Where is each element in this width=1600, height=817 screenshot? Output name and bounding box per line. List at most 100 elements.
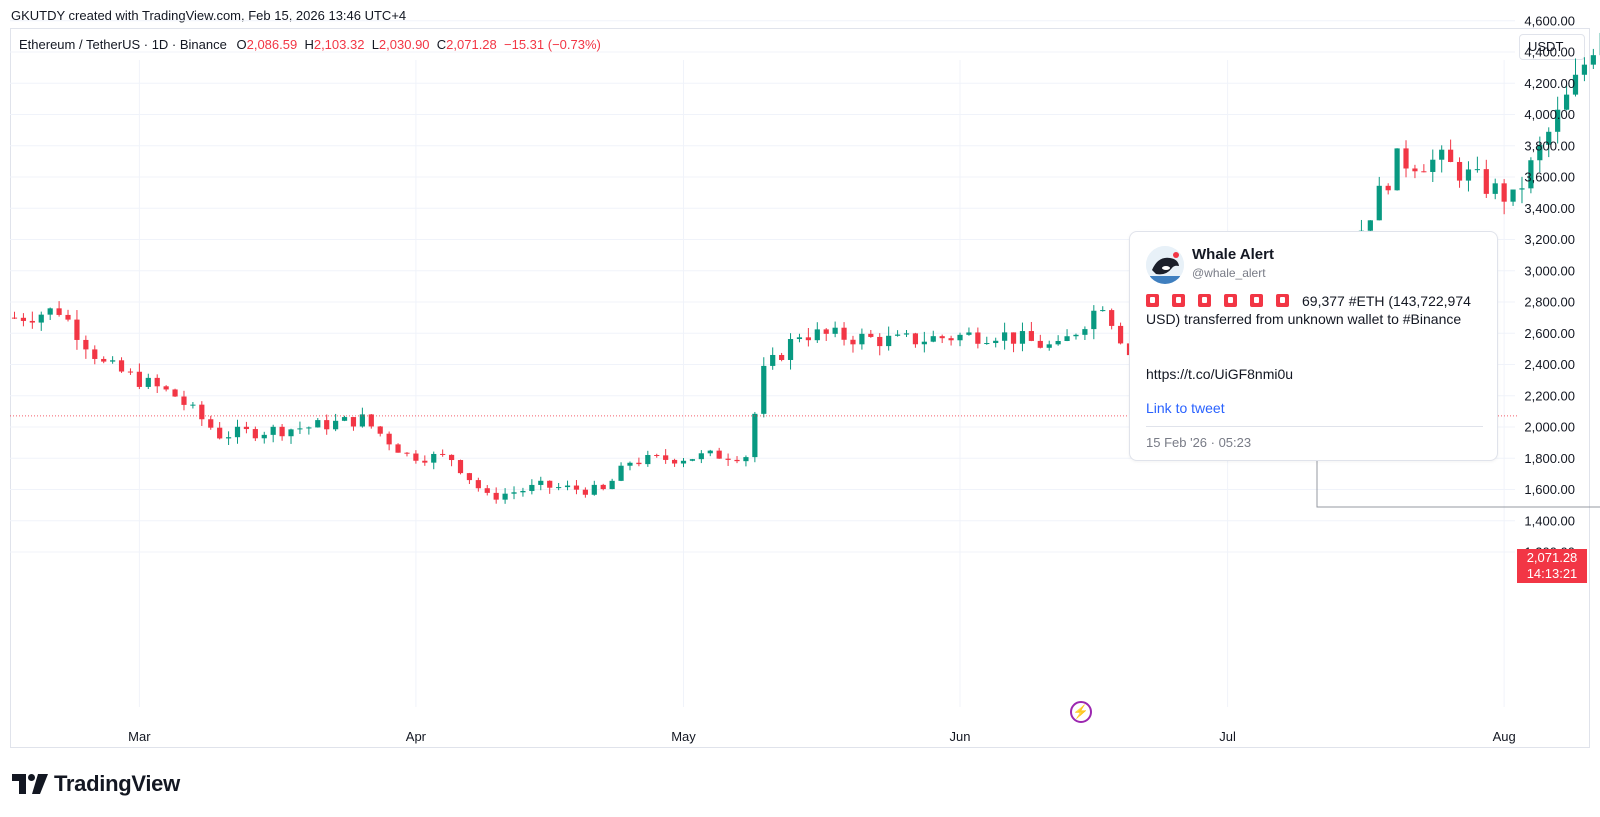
candle-body xyxy=(1028,331,1034,341)
candle-body xyxy=(850,339,856,345)
candle xyxy=(663,449,669,464)
candle-body xyxy=(1037,340,1043,348)
tweet-link[interactable]: Link to tweet xyxy=(1146,400,1225,416)
candle xyxy=(279,424,285,441)
y-tick-label: 4,200.00 xyxy=(1524,76,1575,91)
candle-body xyxy=(743,457,749,462)
candle xyxy=(805,328,811,347)
candle-body xyxy=(163,386,169,390)
candle-body xyxy=(154,377,160,387)
candle-body xyxy=(859,333,865,345)
candle xyxy=(404,452,410,457)
candle xyxy=(1492,178,1498,200)
candle-body xyxy=(796,337,803,340)
candle-body xyxy=(1501,183,1507,202)
candle xyxy=(83,335,89,359)
candle-body xyxy=(770,354,776,366)
candle xyxy=(1581,57,1588,82)
candle xyxy=(770,347,776,370)
candle-body xyxy=(484,488,490,493)
lightning-event-icon[interactable]: ⚡ xyxy=(1070,701,1092,723)
candle xyxy=(1019,322,1026,352)
x-tick-label: Jun xyxy=(950,729,971,744)
candle xyxy=(1563,85,1570,111)
candle xyxy=(181,390,187,411)
candle-body xyxy=(1555,109,1561,132)
candle-body xyxy=(761,365,767,414)
currency-button[interactable]: USDT xyxy=(1519,34,1585,60)
candle-body xyxy=(457,460,464,474)
candle-body xyxy=(912,333,919,345)
candle-body xyxy=(814,329,820,341)
candle-body xyxy=(1412,168,1418,172)
candle xyxy=(734,456,740,464)
candle-body xyxy=(279,426,285,437)
tradingview-logo: TradingView xyxy=(12,771,180,796)
tradingview-logo-icon xyxy=(12,774,48,794)
candle-body xyxy=(359,414,365,427)
price-axis: 1,200.001,400.001,600.001,800.002,000.00… xyxy=(1524,13,1575,559)
chart-frame xyxy=(10,28,1590,748)
candle-body xyxy=(56,308,62,315)
candle xyxy=(1519,176,1525,204)
candle xyxy=(118,357,125,373)
y-tick-label: 2,000.00 xyxy=(1524,420,1575,435)
candle-body xyxy=(886,335,892,347)
candle-body xyxy=(556,487,562,489)
candle xyxy=(636,457,642,467)
candle xyxy=(1537,136,1543,173)
candle-body xyxy=(547,480,553,488)
candle xyxy=(654,453,660,458)
candle xyxy=(1376,176,1382,221)
candle xyxy=(894,330,901,337)
siren-icon xyxy=(1172,294,1185,307)
candle-body xyxy=(181,396,187,405)
candle xyxy=(761,357,767,418)
candle-body xyxy=(234,426,241,438)
candle-body xyxy=(841,327,847,340)
time-axis: MarAprMayJunJulAugSepOctNovDec2026FebMar… xyxy=(128,729,1516,744)
candle xyxy=(333,413,339,432)
divider xyxy=(1146,426,1483,427)
candle-body xyxy=(1563,94,1570,110)
candle-body xyxy=(609,480,615,490)
chart-overlay xyxy=(10,415,1600,508)
candle xyxy=(466,472,473,485)
candle-body xyxy=(725,458,731,460)
candle-body xyxy=(975,332,981,344)
candle-body xyxy=(341,417,348,421)
last-price: 2,071.28 xyxy=(1526,550,1578,565)
candle-body xyxy=(1091,310,1097,330)
candle-body xyxy=(225,437,232,439)
tweet-card[interactable]: Whale Alert @whale_alert 69,377 #ETH (14… xyxy=(1129,231,1498,461)
candle xyxy=(163,385,169,392)
candle xyxy=(234,419,241,444)
candle xyxy=(921,331,927,353)
candle-body xyxy=(145,377,151,387)
candle xyxy=(787,333,794,370)
tweet-connector xyxy=(1316,461,1600,508)
tweet-url[interactable]: https://t.co/UiGF8nmi0u xyxy=(1146,366,1294,382)
candle xyxy=(1448,139,1454,163)
y-tick-label: 2,600.00 xyxy=(1524,326,1575,341)
candle-body xyxy=(47,308,53,315)
symbol-name[interactable]: Ethereum / TetherUS · 1D · Binance xyxy=(19,37,227,52)
candle-body xyxy=(475,480,481,489)
candle xyxy=(431,451,437,470)
siren-icon xyxy=(1276,294,1289,307)
candle xyxy=(377,425,383,437)
candle xyxy=(252,426,258,442)
candle xyxy=(1117,322,1124,345)
candle xyxy=(627,461,633,471)
candle xyxy=(903,329,910,338)
candle xyxy=(127,368,134,375)
candle xyxy=(29,311,35,329)
candle xyxy=(136,363,142,390)
y-tick-label: 3,200.00 xyxy=(1524,232,1575,247)
candle-body xyxy=(243,426,250,430)
candle xyxy=(502,488,508,504)
candle xyxy=(1456,157,1463,188)
candle-body xyxy=(1403,148,1409,169)
candle-body xyxy=(1572,74,1579,95)
